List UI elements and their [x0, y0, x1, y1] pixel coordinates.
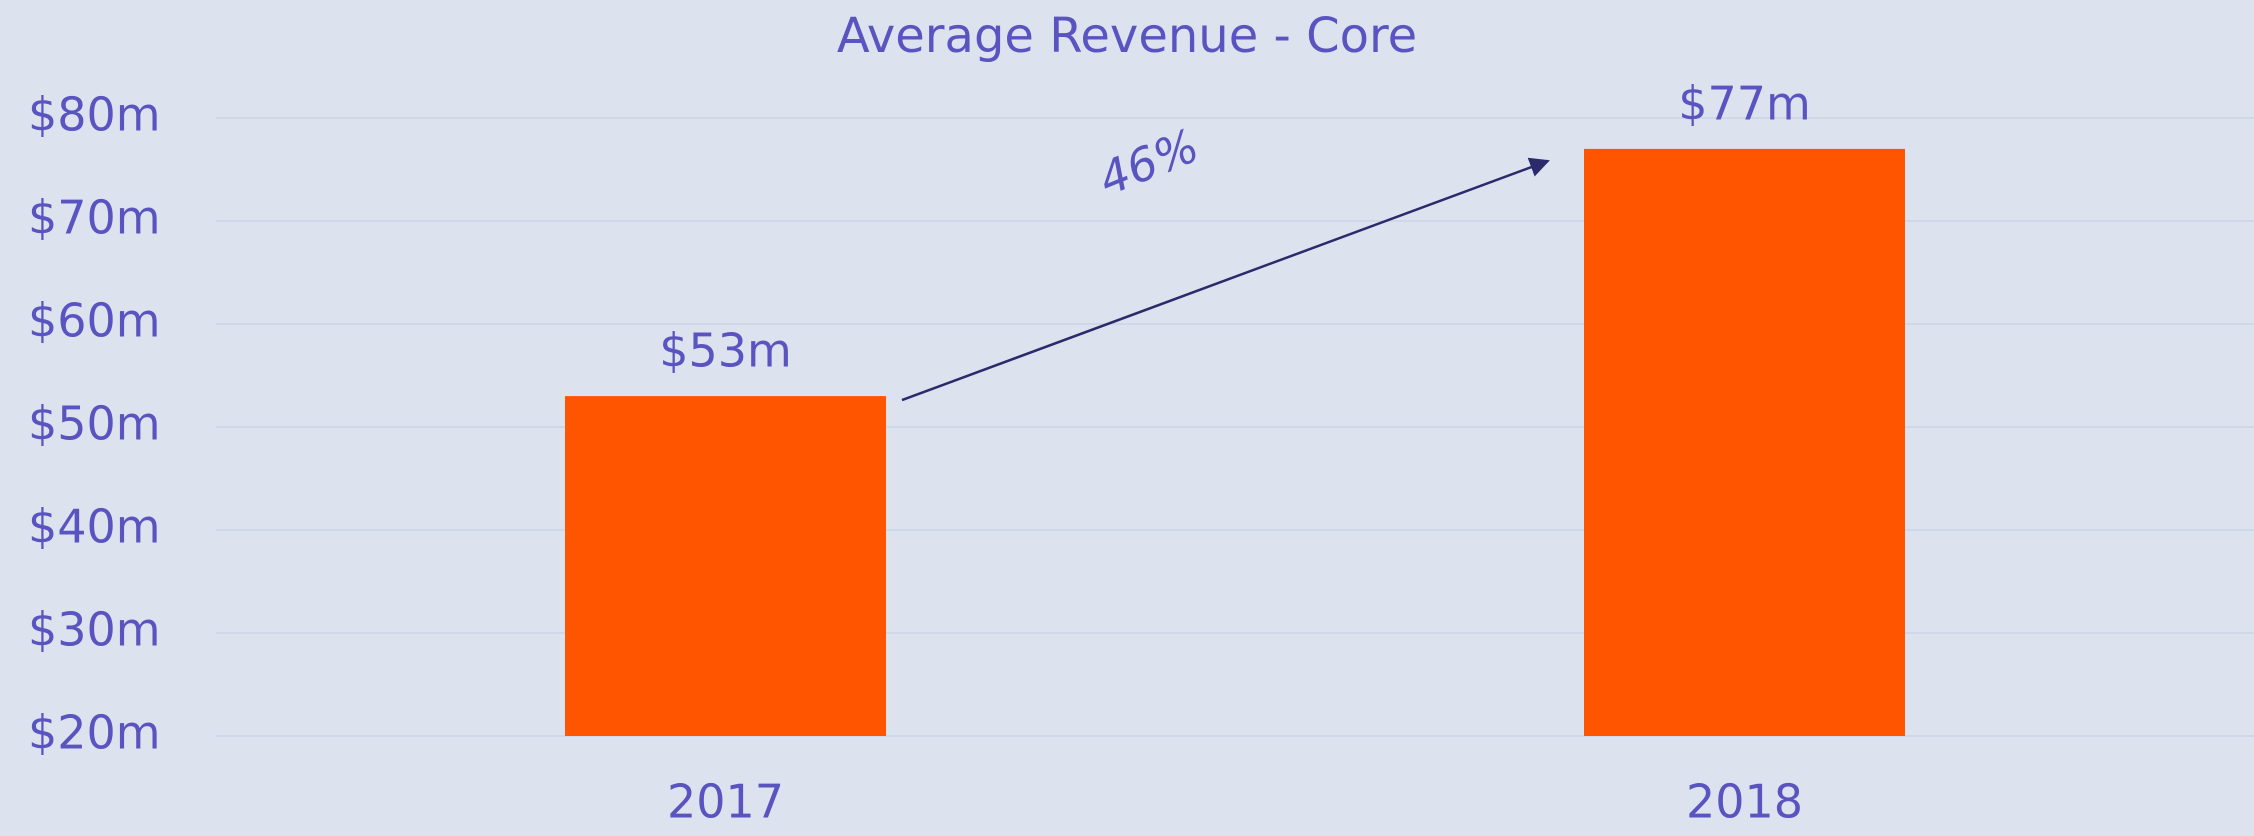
x-tick-label: 2017 [667, 775, 784, 829]
y-tick-label: $40m [28, 500, 161, 554]
y-tick-label: $20m [28, 706, 161, 760]
y-tick-label: $70m [28, 191, 161, 245]
y-tick-label: $30m [28, 603, 161, 657]
y-tick-label: $60m [28, 294, 161, 348]
value-label: $53m [659, 324, 792, 378]
y-tick-label: $80m [28, 88, 161, 142]
bar [565, 396, 886, 736]
x-tick-label: 2018 [1686, 775, 1803, 829]
bar [1584, 148, 1905, 736]
y-tick-label: $50m [28, 397, 161, 451]
arrow [901, 157, 1550, 402]
chart-title: Average Revenue - Core [837, 8, 1417, 64]
value-label: $77m [1678, 76, 1811, 130]
